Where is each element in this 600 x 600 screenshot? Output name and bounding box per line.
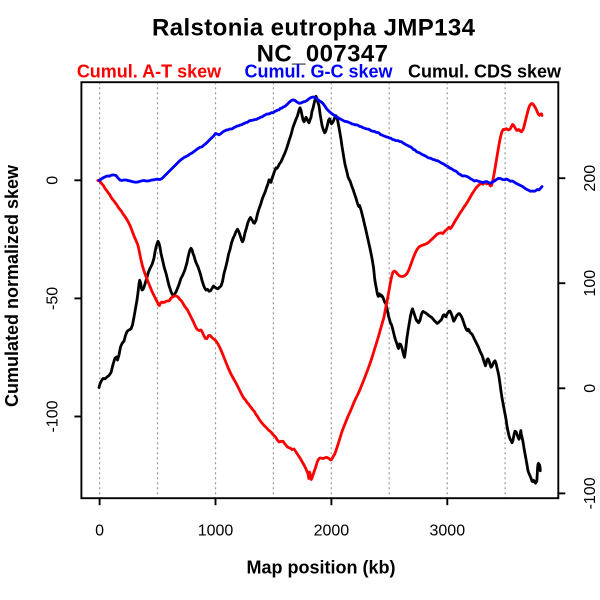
svg-text:0: 0 xyxy=(45,176,62,185)
svg-text:2000: 2000 xyxy=(314,523,350,540)
svg-text:-50: -50 xyxy=(45,287,62,310)
svg-text:Cumul. A-T skew: Cumul. A-T skew xyxy=(77,62,222,82)
svg-text:Cumulated normalized skew: Cumulated normalized skew xyxy=(2,164,22,407)
svg-text:Cumul. CDS skew: Cumul. CDS skew xyxy=(408,62,562,82)
svg-text:Map position (kb): Map position (kb) xyxy=(247,558,396,578)
svg-text:1000: 1000 xyxy=(198,523,234,540)
svg-text:Cumul. G-C skew: Cumul. G-C skew xyxy=(244,62,393,82)
svg-text:3000: 3000 xyxy=(430,523,466,540)
svg-text:-100: -100 xyxy=(582,477,599,509)
svg-text:NC_007347: NC_007347 xyxy=(257,41,389,68)
svg-text:Ralstonia eutropha JMP134: Ralstonia eutropha JMP134 xyxy=(152,15,476,42)
svg-text:-100: -100 xyxy=(45,400,62,432)
svg-text:0: 0 xyxy=(95,523,104,540)
svg-text:200: 200 xyxy=(582,165,599,192)
svg-text:0: 0 xyxy=(582,384,599,393)
svg-text:100: 100 xyxy=(582,270,599,297)
